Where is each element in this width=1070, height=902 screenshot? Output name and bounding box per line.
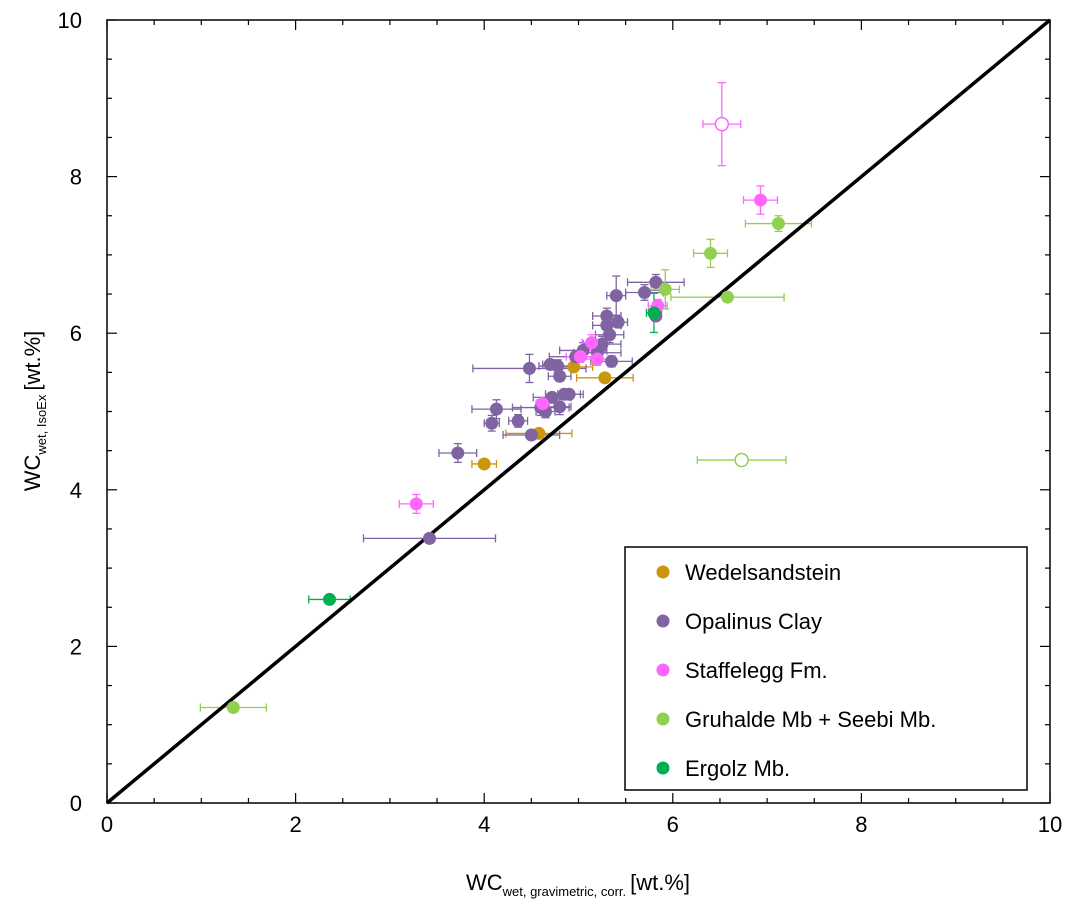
y-tick-label: 10 bbox=[58, 8, 82, 33]
y-axis-title-sub: wet, IsoEx bbox=[34, 394, 49, 455]
data-point bbox=[409, 497, 423, 511]
data-point bbox=[611, 315, 625, 329]
y-tick-label: 2 bbox=[70, 634, 82, 659]
data-point bbox=[323, 592, 337, 606]
error-bar bbox=[650, 269, 681, 310]
data-point bbox=[714, 116, 730, 132]
data-point bbox=[649, 275, 663, 289]
data-point bbox=[605, 354, 619, 368]
y-tick-label: 4 bbox=[70, 478, 82, 503]
y-tick-labels: 0 2 4 6 8 10 bbox=[58, 8, 82, 816]
data-point bbox=[553, 400, 567, 414]
x-tick-label: 10 bbox=[1038, 812, 1062, 837]
data-point bbox=[704, 246, 718, 260]
legend-label: Opalinus Clay bbox=[685, 609, 822, 634]
data-point bbox=[485, 416, 499, 430]
x-axis-title-sub: wet, gravimetric, corr. bbox=[502, 884, 627, 899]
x-axis-title-main: WC bbox=[466, 870, 503, 895]
data-point bbox=[595, 337, 609, 351]
x-tick-label: 8 bbox=[855, 812, 867, 837]
data-point bbox=[573, 350, 587, 364]
data-point bbox=[562, 387, 576, 401]
y-axis-title: WCwet, IsoEx [wt.%] bbox=[20, 331, 49, 492]
data-point bbox=[551, 359, 565, 373]
data-point bbox=[600, 309, 614, 323]
data-point bbox=[603, 328, 617, 342]
plot-area bbox=[105, 18, 1052, 805]
data-points bbox=[226, 116, 785, 714]
data-point bbox=[226, 700, 240, 714]
x-tick-label: 0 bbox=[101, 812, 113, 837]
legend-marker bbox=[656, 761, 670, 775]
data-point bbox=[771, 217, 785, 231]
x-axis-title: WCwet, gravimetric, corr. [wt.%] bbox=[466, 870, 690, 899]
data-point bbox=[658, 282, 672, 296]
data-point bbox=[522, 361, 536, 375]
legend-box bbox=[624, 546, 1028, 791]
x-tick-label: 2 bbox=[289, 812, 301, 837]
legend: Wedelsandstein Opalinus Clay Staffelegg Fm… bbox=[624, 546, 1028, 791]
y-tick-label: 8 bbox=[70, 165, 82, 190]
data-point bbox=[585, 336, 599, 350]
data-point bbox=[609, 289, 623, 303]
data-point bbox=[536, 397, 550, 411]
legend-label: Staffelegg Fm. bbox=[685, 658, 828, 683]
axis-ticks bbox=[106, 19, 1051, 804]
data-point bbox=[489, 402, 503, 416]
legend-label: Gruhalde Mb + Seebi Mb. bbox=[685, 707, 936, 732]
x-tick-label: 4 bbox=[478, 812, 490, 837]
legend-marker bbox=[656, 565, 670, 579]
y-axis-title-main: WC bbox=[20, 455, 45, 492]
x-tick-labels: 0 2 4 6 8 10 bbox=[101, 812, 1062, 837]
data-point bbox=[598, 371, 612, 385]
legend-marker bbox=[656, 663, 670, 677]
data-point bbox=[590, 352, 604, 366]
data-point bbox=[477, 457, 491, 471]
one-to-one-line bbox=[105, 18, 1052, 805]
data-point bbox=[545, 390, 559, 404]
x-tick-label: 6 bbox=[667, 812, 679, 837]
data-point bbox=[734, 452, 749, 468]
data-point bbox=[423, 531, 437, 545]
data-point bbox=[553, 369, 567, 383]
data-point bbox=[647, 306, 661, 320]
legend-label: Ergolz Mb. bbox=[685, 756, 790, 781]
legend-marker bbox=[656, 614, 670, 628]
data-point bbox=[451, 446, 465, 460]
x-axis-title-unit: [wt.%] bbox=[630, 870, 690, 895]
data-point bbox=[753, 193, 767, 207]
data-point bbox=[638, 285, 652, 299]
y-tick-label: 0 bbox=[70, 791, 82, 816]
data-point bbox=[511, 414, 525, 428]
y-tick-label: 6 bbox=[70, 321, 82, 346]
data-point bbox=[567, 360, 581, 374]
y-axis-title-unit: [wt.%] bbox=[20, 331, 45, 391]
data-point bbox=[524, 428, 538, 442]
legend-marker bbox=[656, 712, 670, 726]
legend-label: Wedelsandstein bbox=[685, 560, 841, 585]
data-point bbox=[720, 290, 734, 304]
